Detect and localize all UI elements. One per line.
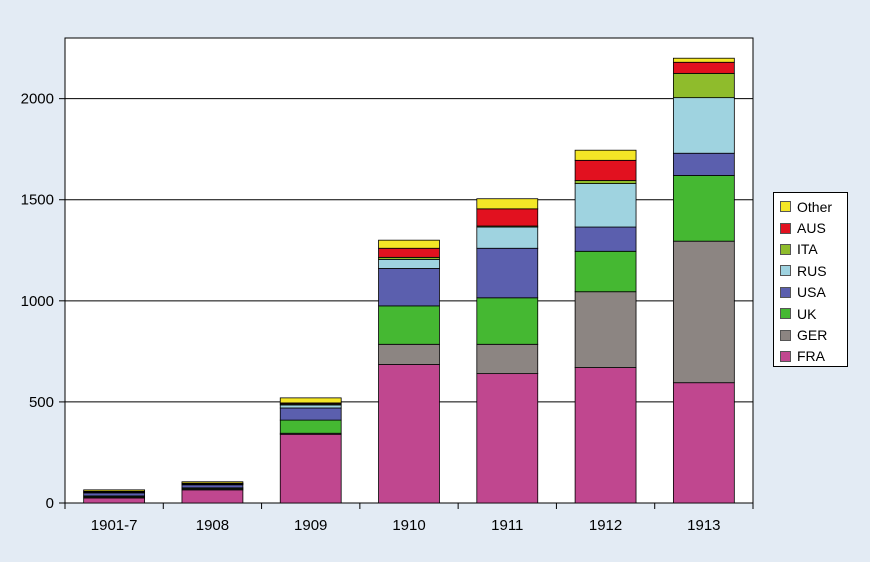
bar-segment-other-1909 [280, 398, 341, 403]
bar-segment-aus-1911 [477, 209, 538, 226]
bar-segment-ger-1913 [673, 241, 734, 383]
legend-item-ger: GER [780, 324, 847, 345]
bar-segment-usa-1908 [182, 485, 243, 488]
bar-segment-usa-1911 [477, 248, 538, 298]
x-tick-label: 1913 [687, 517, 720, 534]
legend-label: GER [797, 327, 827, 343]
legend-item-uk: UK [780, 303, 847, 324]
legend-label: AUS [797, 220, 826, 236]
legend-item-fra: FRA [780, 346, 847, 367]
bar-segment-uk-1910 [379, 306, 440, 344]
x-tick-label: 1911 [491, 517, 523, 534]
bar-segment-other-1911 [477, 199, 538, 209]
bar-segment-aus-1912 [575, 160, 636, 180]
bar-segment-uk-1913 [673, 175, 734, 241]
bar-segment-ger-1911 [477, 344, 538, 373]
bar-segment-ger-1912 [575, 292, 636, 368]
y-tick-label: 0 [46, 495, 54, 512]
bar-segment-ita-1912 [575, 181, 636, 184]
bar-segment-uk-1912 [575, 251, 636, 291]
legend-item-ita: ITA [780, 239, 847, 260]
x-tick-label: 1901-7 [91, 517, 138, 534]
legend-swatch [780, 265, 791, 276]
legend-swatch [780, 244, 791, 255]
x-tick-label: 1909 [294, 517, 327, 534]
legend-swatch [780, 330, 791, 341]
legend-swatch [780, 351, 791, 362]
legend-swatch [780, 308, 791, 319]
bar-segment-uk-1911 [477, 298, 538, 345]
y-tick-label: 1500 [21, 192, 54, 209]
bar-segment-fra-1909 [280, 434, 341, 503]
bar-segment-fra-1911 [477, 374, 538, 503]
bar-segment-fra-1901-7 [84, 498, 145, 503]
y-tick-label: 2000 [21, 91, 54, 108]
bar-segment-usa-1910 [379, 268, 440, 305]
bar-segment-ger-1910 [379, 344, 440, 364]
legend-label: ITA [797, 241, 818, 257]
legend-item-usa: USA [780, 282, 847, 303]
bar-segment-fra-1913 [673, 383, 734, 503]
x-tick-label: 1912 [589, 517, 622, 534]
legend-swatch [780, 201, 791, 212]
bar-segment-usa-1912 [575, 227, 636, 251]
bar-segment-fra-1908 [182, 490, 243, 503]
x-tick-label: 1910 [392, 517, 425, 534]
bar-segment-aus-1910 [379, 248, 440, 257]
bar-segment-other-1908 [182, 482, 243, 483]
legend-label: UK [797, 306, 816, 322]
bar-segment-rus-1912 [575, 184, 636, 227]
bar-segment-rus-1913 [673, 98, 734, 154]
legend-item-aus: AUS [780, 217, 847, 238]
bar-segment-fra-1910 [379, 365, 440, 503]
bar-segment-usa-1909 [280, 408, 341, 420]
bar-segment-usa-1913 [673, 153, 734, 175]
legend-swatch [780, 287, 791, 298]
bar-segment-rus-1911 [477, 227, 538, 248]
legend-label: Other [797, 199, 832, 215]
legend-label: FRA [797, 348, 825, 364]
bar-segment-ita-1913 [673, 73, 734, 97]
bar-segment-aus-1913 [673, 62, 734, 73]
bar-segment-other-1910 [379, 240, 440, 248]
bar-segment-rus-1909 [280, 405, 341, 408]
y-tick-label: 500 [29, 394, 54, 411]
legend: Other AUS ITA RUS USA UK GER FRA [773, 192, 848, 367]
y-tick-label: 1000 [21, 293, 54, 310]
bar-segment-other-1913 [673, 58, 734, 62]
bar-segment-fra-1912 [575, 368, 636, 503]
bar-segment-uk-1909 [280, 420, 341, 433]
bar-segment-other-1912 [575, 150, 636, 160]
legend-item-other: Other [780, 196, 847, 217]
bar-segment-usa-1901-7 [84, 493, 145, 496]
legend-label: USA [797, 284, 826, 300]
x-tick-label: 1908 [196, 517, 229, 534]
legend-label: RUS [797, 263, 827, 279]
bar-segment-other-1901-7 [84, 490, 145, 491]
legend-item-rus: RUS [780, 260, 847, 281]
bar-segment-rus-1910 [379, 259, 440, 268]
legend-swatch [780, 223, 791, 234]
